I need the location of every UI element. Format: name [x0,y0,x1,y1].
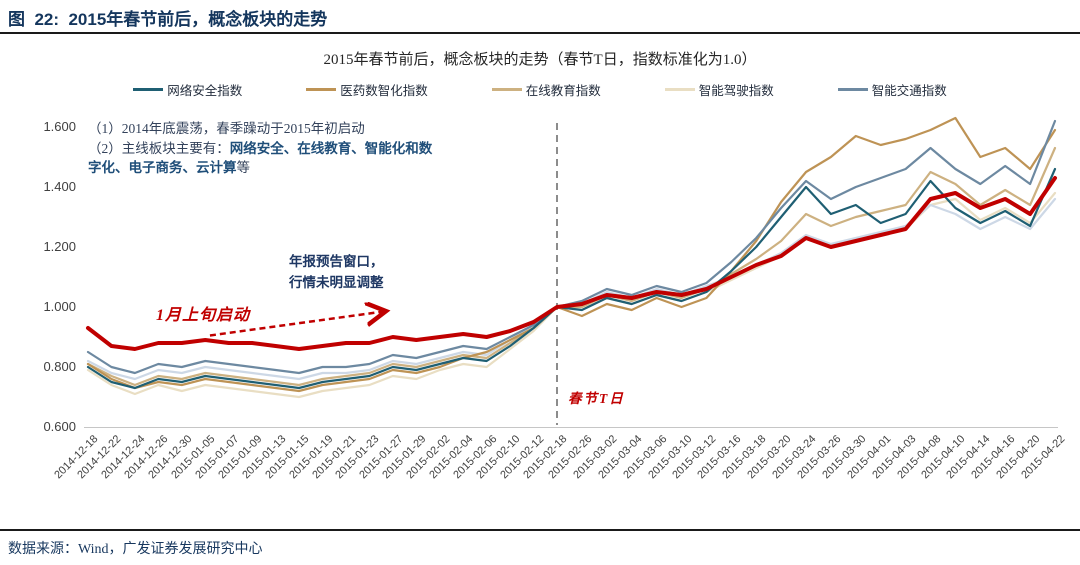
annotation-note2-suffix: 等 [236,160,251,175]
legend-swatch [306,88,337,91]
report-window-line1: 年报预告窗口， [289,254,384,269]
legend-label: 智能交通指数 [871,84,947,98]
annotation-note2-prefix: （2）主线板块主要有： [88,140,230,156]
annotation-note2-bold: 网络安全、在线教育、智能化和数字化、电子商务、云计算 [88,140,433,176]
annotation-main-notes: （1）2014年底震荡，春季躁动于2015年初启动 （2）主线板块主要有：网络安… [88,119,442,178]
legend-label: 在线教育指数 [525,84,601,98]
data-source: 数据来源：Wind，广发证券发展研究中心 [8,542,263,557]
bottom-rule [0,529,1080,531]
january-start-arrow [209,312,384,337]
legend-swatch [837,88,868,91]
legend-swatch [491,88,522,91]
y-axis-tick-label: 1.200 [43,239,76,254]
annotation-line-2: （2）主线板块主要有：网络安全、在线教育、智能化和数字化、电子商务、云计算等 [88,139,442,178]
legend-swatch [664,88,695,91]
series-line-网络安全指数 [86,167,1057,390]
series-line-unlabeled-6 [86,176,1057,351]
legend-swatch [133,88,164,91]
y-axis-tick-label: 1.400 [43,179,76,194]
y-axis-tick-label: 1.600 [43,119,76,134]
annotation-january-start: 1月上旬启动 [156,307,251,324]
series-line-在线教育指数 [86,146,1057,387]
legend-item: 网络安全指数 [133,80,242,99]
y-axis-tick-label: 0.600 [43,419,76,434]
annotation-t-day: 春节T日 [568,391,625,406]
legend-item: 智能驾驶指数 [664,80,774,99]
chart-title: 2015年春节前后，概念板块的走势（春节T日，指数标准化为1.0） [323,52,757,68]
legend-label: 网络安全指数 [167,84,243,98]
legend-item: 医药数智化指数 [306,80,428,99]
figure-caption: 图 22: 2015年春节前后，概念板块的走势 [8,10,328,29]
legend-item: 在线教育指数 [491,80,601,99]
annotation-note1-text: （1）2014年底震荡，春季躁动于2015年初启动 [88,121,365,136]
annotation-report-window: 年报预告窗口， 行情未明显调整 [289,251,384,293]
report-window-line2: 行情未明显调整 [289,275,384,290]
chart-legend: 网络安全指数 医药数智化指数 在线教育指数 智能驾驶指数 智能交通指数 [60,80,1020,99]
legend-label: 医药数智化指数 [340,84,428,98]
annotation-line-1: （1）2014年底震荡，春季躁动于2015年初启动 [88,119,442,139]
plot-area [84,116,1058,428]
y-axis-tick-label: 1.000 [43,299,76,314]
y-axis-tick-label: 0.800 [43,359,76,374]
legend-item: 智能交通指数 [837,80,947,99]
legend-label: 智能驾驶指数 [698,84,774,98]
top-rule [0,32,1080,34]
